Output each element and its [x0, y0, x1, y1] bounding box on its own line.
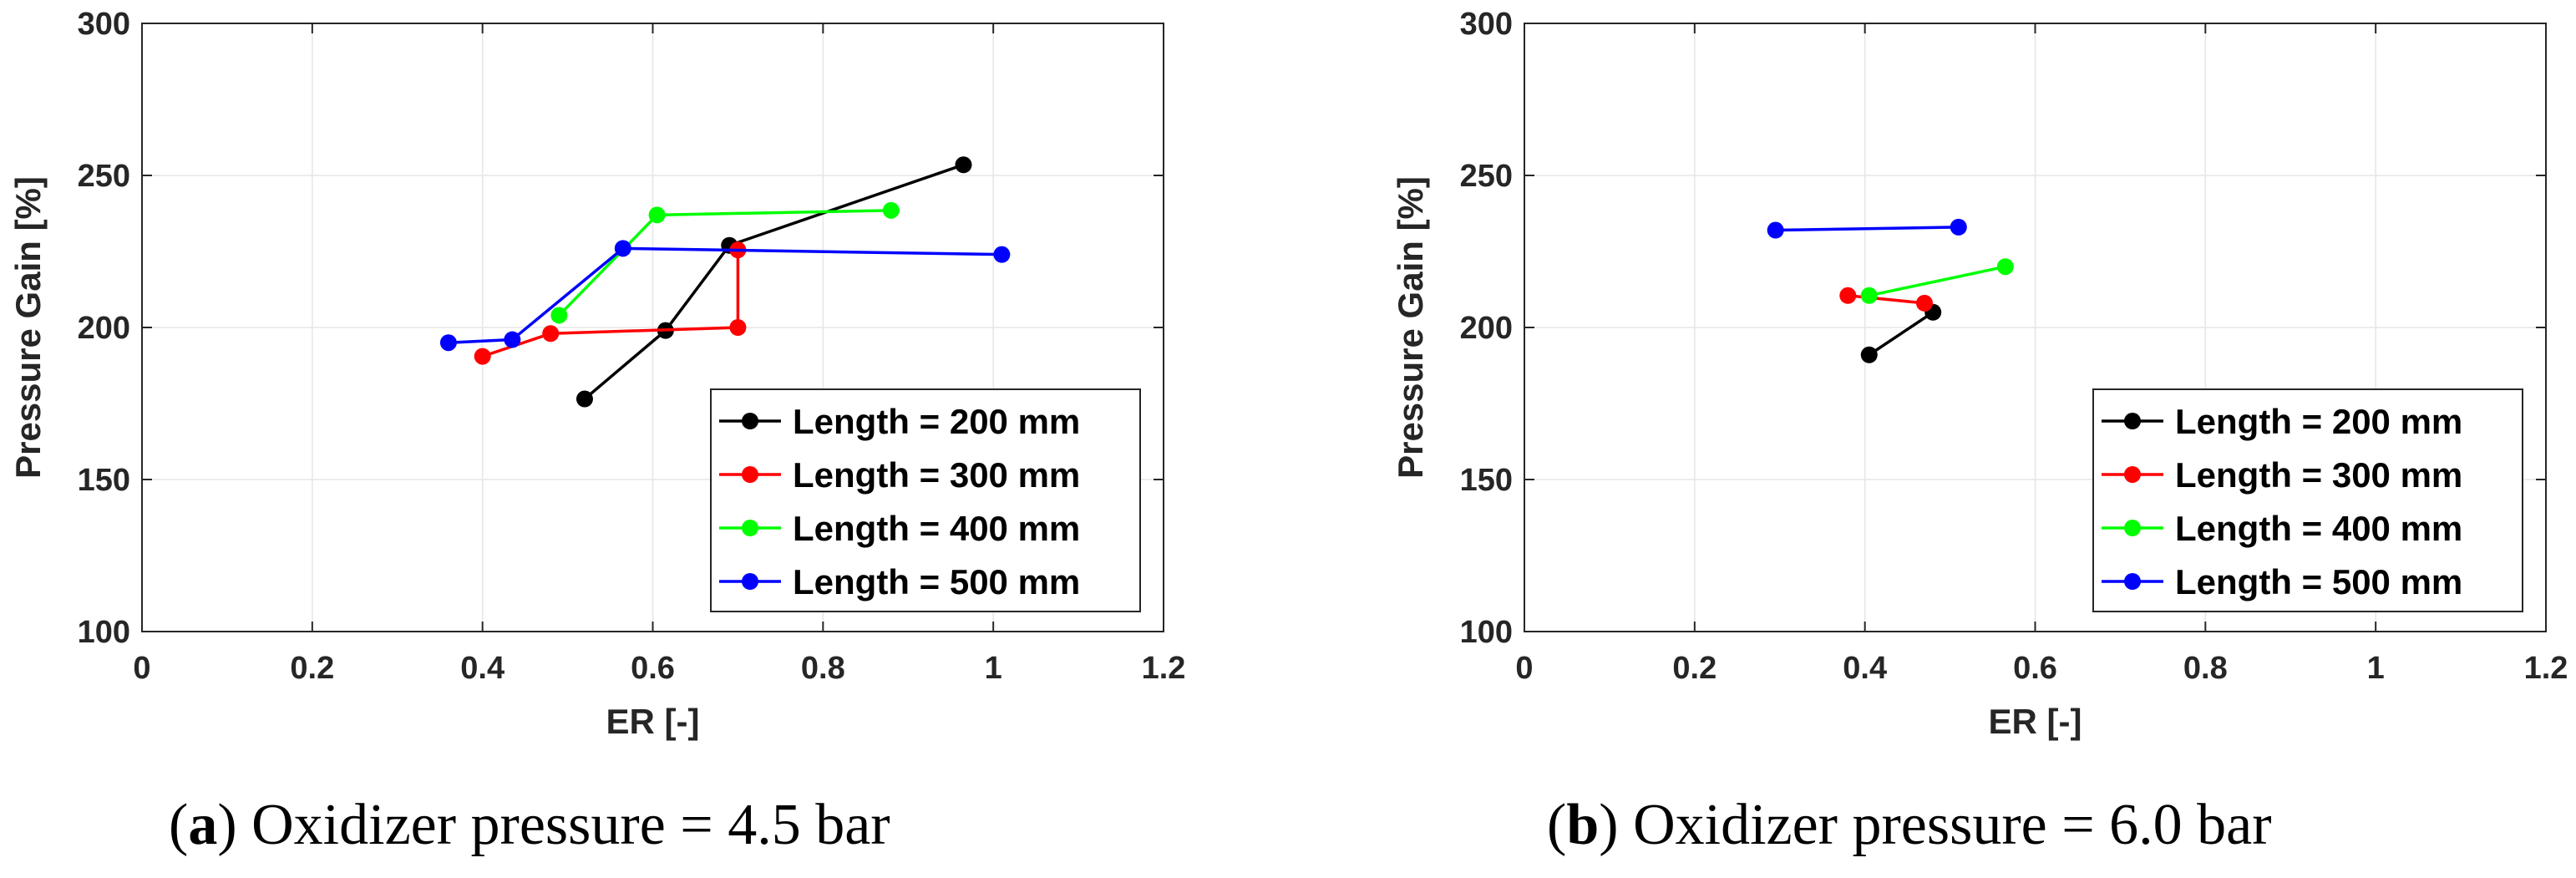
legend-label: Length = 300 mm — [793, 455, 1080, 495]
legend-box — [710, 388, 1141, 612]
caption-open-paren: ( — [169, 793, 188, 857]
caption-letter: b — [1566, 793, 1599, 857]
x-tick-label: 1.2 — [2524, 651, 2568, 686]
x-tick-label: 0.4 — [1843, 651, 1887, 686]
data-point — [729, 319, 747, 336]
panel-caption: (a) Oxidizer pressure = 4.5 bar — [169, 793, 890, 857]
legend-box — [2092, 388, 2523, 612]
legend-label: Length = 200 mm — [2175, 402, 2462, 441]
data-point — [648, 206, 666, 224]
data-point — [614, 240, 631, 257]
legend-marker — [2124, 520, 2141, 536]
y-axis-label: Pressure Gain [%] — [1391, 176, 1430, 479]
legend-marker — [742, 573, 758, 590]
y-tick-label: 200 — [1460, 311, 1513, 346]
caption-text: Oxidizer pressure = 6.0 bar — [1633, 793, 2272, 857]
legend: Length = 200 mm Length = 300 mm Length = 4… — [2092, 388, 2523, 612]
y-tick-label: 300 — [78, 7, 130, 42]
y-tick-label: 250 — [1460, 159, 1513, 194]
y-tick-label: 150 — [78, 463, 130, 498]
data-point — [1839, 287, 1857, 304]
x-tick-label: 0.2 — [1672, 651, 1716, 686]
legend-marker — [2124, 413, 2141, 429]
data-point — [882, 201, 900, 219]
series-line — [448, 246, 1002, 344]
series-line — [1775, 226, 1959, 232]
y-tick-label: 100 — [78, 615, 130, 650]
panel-caption: (b) Oxidizer pressure = 6.0 bar — [1547, 793, 2272, 857]
data-point — [1996, 258, 2014, 276]
panel-a: 0 0.2 0.4 0.6 0.8 1 1.2 100 150 200 250 300 ER [-] Pr… — [8, 7, 1185, 857]
legend-label: Length = 300 mm — [2175, 455, 2462, 495]
x-tick-label: 1.2 — [1142, 651, 1186, 686]
data-point — [1860, 287, 1878, 304]
data-point — [1767, 221, 1784, 239]
series-line — [482, 250, 740, 358]
legend-marker — [2124, 573, 2141, 590]
data-point — [474, 348, 491, 365]
caption-letter: a — [188, 793, 217, 857]
data-point — [955, 156, 972, 174]
panel-b: 0 0.2 0.4 0.6 0.8 1 1.2 100 150 200 250 300 ER [-] Pr… — [1391, 7, 2568, 857]
data-point — [504, 331, 521, 348]
series-line — [1848, 294, 1925, 305]
x-tick-label: 0.6 — [2013, 651, 2057, 686]
y-tick-label: 100 — [1460, 615, 1513, 650]
y-tick-label: 150 — [1460, 463, 1513, 498]
y-axis-label: Pressure Gain [%] — [8, 176, 48, 479]
caption-close-paren: ) — [217, 793, 251, 857]
x-tick-label: 0 — [1515, 651, 1533, 686]
series-line — [1869, 265, 2006, 297]
x-tick-label: 0 — [133, 651, 150, 686]
legend-label: Length = 400 mm — [2175, 509, 2462, 548]
data-point — [993, 246, 1011, 263]
x-tick-label: 0.2 — [290, 651, 334, 686]
data-point — [1950, 218, 1967, 236]
series-line — [583, 163, 965, 400]
data-point — [439, 334, 457, 352]
caption-close-paren: ) — [1599, 793, 1633, 857]
x-axis-label: ER [-] — [606, 702, 700, 741]
legend-label: Length = 400 mm — [793, 509, 1080, 548]
caption-text: Oxidizer pressure = 4.5 bar — [251, 793, 890, 857]
x-tick-label: 1 — [985, 651, 1002, 686]
legend-label: Length = 500 mm — [2175, 562, 2462, 601]
legend-marker — [742, 413, 758, 429]
y-tick-label: 250 — [78, 159, 130, 194]
caption-open-paren: ( — [1547, 793, 1566, 857]
x-tick-label: 1 — [2367, 651, 2385, 686]
legend-marker — [742, 520, 758, 536]
legend-label: Length = 200 mm — [793, 402, 1080, 441]
y-tick-label: 200 — [78, 311, 130, 346]
x-tick-label: 0.8 — [801, 651, 845, 686]
y-tick-label: 300 — [1460, 7, 1513, 42]
legend-label: Length = 500 mm — [793, 562, 1080, 601]
data-point — [1916, 294, 1934, 312]
x-tick-label: 0.4 — [460, 651, 505, 686]
series-line — [1868, 311, 1935, 357]
data-point — [550, 307, 568, 324]
x-tick-label: 0.8 — [2183, 651, 2228, 686]
data-point — [576, 390, 593, 408]
x-tick-label: 0.6 — [631, 651, 675, 686]
legend-marker — [2124, 466, 2141, 483]
x-axis-label: ER [-] — [1989, 702, 2082, 741]
series-line — [558, 209, 891, 317]
legend-marker — [742, 466, 758, 483]
data-point — [542, 325, 560, 343]
data-point — [1860, 346, 1878, 363]
legend: Length = 200 mm Length = 300 mm Length = 4… — [710, 388, 1141, 612]
